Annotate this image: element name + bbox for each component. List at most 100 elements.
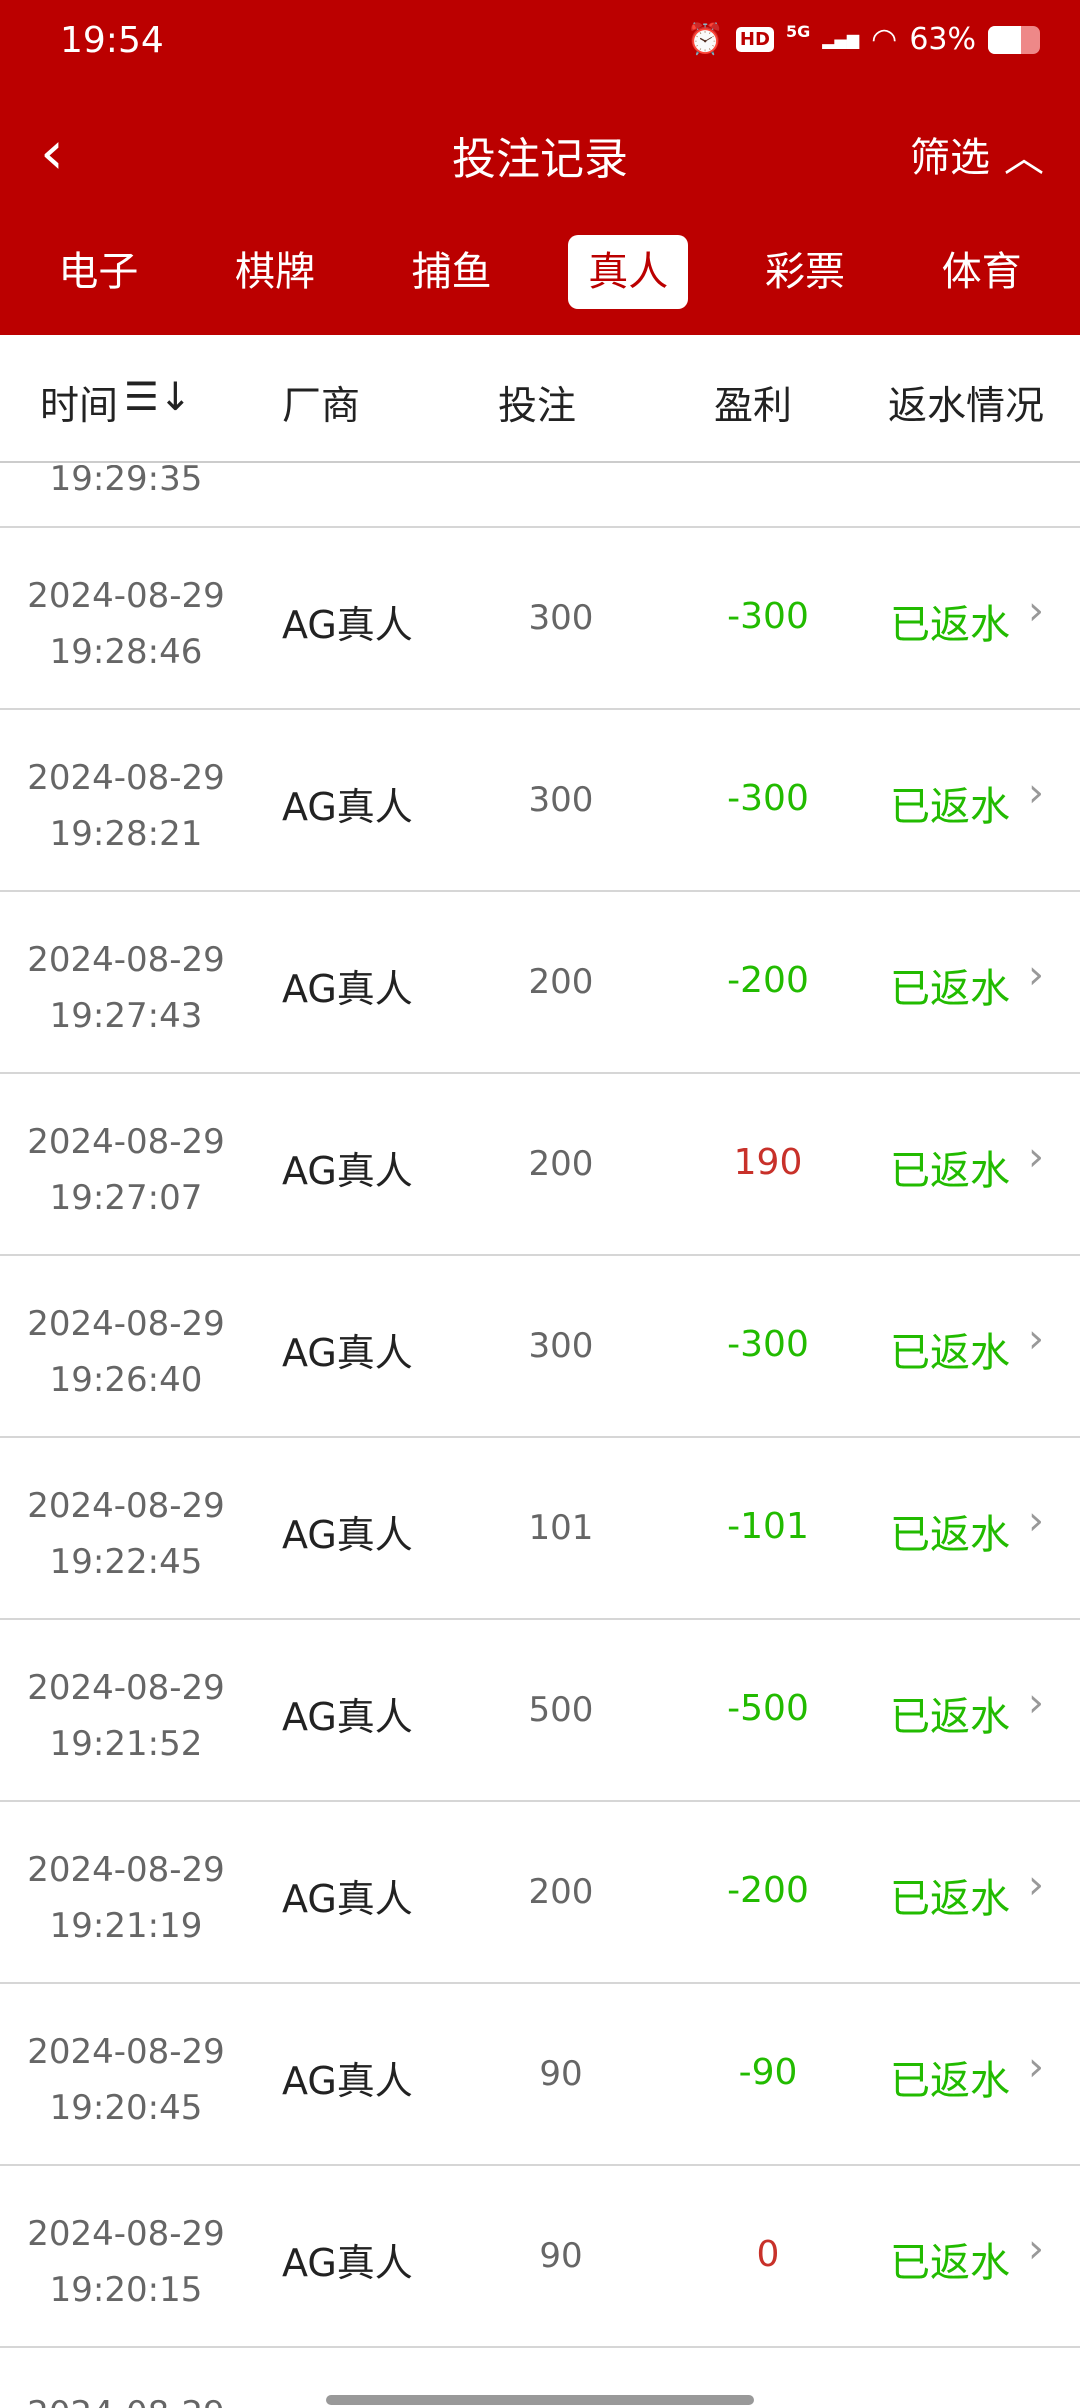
row-time: 19:21:52 [49,1724,203,1764]
row-bet: 200 [528,962,594,1002]
row-profit: -300 [727,596,809,637]
row-bet: 200 [528,1144,594,1184]
row-status[interactable]: 已返水 [890,1330,1010,1376]
row-time: 19:29:35 [49,465,203,499]
chevron-right-icon[interactable]: › [1028,1134,1044,1180]
sort-time-button[interactable]: 时间 ☰↓ [40,375,192,431]
chevron-right-icon[interactable]: › [1028,1498,1044,1544]
chevron-right-icon[interactable]: › [1028,1316,1044,1362]
chevron-right-icon[interactable]: › [1028,588,1044,634]
row-vendor: AG真人 [282,1331,413,1375]
table-row[interactable]: 2024-08-29 19:26:40 AG真人 300 -300 已返水 › [0,1256,1080,1438]
row-status[interactable]: 已返水 [890,2058,1010,2104]
row-date: 2024-08-29 [27,1668,225,1708]
filter-button[interactable]: 筛选 ︿ [910,125,1044,183]
tab-4[interactable]: 彩票 [764,249,845,295]
row-bet: 101 [528,1508,594,1548]
table-row[interactable]: 2024-08-29 19:20:15 AG真人 90 0 已返水 › [0,2166,1080,2348]
table-header: 时间 ☰↓ 厂商 投注 盈利 返水情况 [0,335,1080,463]
chevron-right-icon[interactable]: › [1028,2226,1044,2272]
row-date: 2024-08-29 [27,1850,225,1890]
network-label: 5G [785,22,811,41]
row-vendor: AG真人 [282,1513,413,1557]
row-time: 19:21:19 [49,1906,203,1946]
status-bar: 19:54 ⏰ HD 5G ▂▄▆ ◠ 63% [0,0,1080,90]
row-status[interactable]: 已返水 [890,1694,1010,1740]
row-profit: 190 [733,1142,803,1183]
row-vendor: AG真人 [282,1149,413,1193]
app-header: 19:54 ⏰ HD 5G ▂▄▆ ◠ 63% ‹ 投注记录 筛选 ︿ 电子 棋牌… [0,0,1080,335]
chevron-right-icon[interactable]: › [1028,1680,1044,1726]
row-datetime: 2024-08-29 19:28:21 [0,750,252,862]
row-status[interactable]: 已返水 [890,1876,1010,1922]
back-button[interactable]: ‹ [40,118,64,188]
signal-icon: ▂▄▆ [822,30,860,49]
row-date: 2024-08-29 [27,576,225,616]
row-datetime: 2024-08-29 19:27:07 [0,1114,252,1226]
table-row[interactable]: 2024-08-29 19:28:46 AG真人 300 -300 已返水 › [0,528,1080,710]
row-status[interactable]: 已返水 [890,966,1010,1012]
row-status[interactable]: 已返水 [890,2240,1010,2286]
column-profit: 盈利 [714,384,793,429]
row-status[interactable]: 已返水 [890,1148,1010,1194]
table-row[interactable]: 2024-08-29 19:27:43 AG真人 200 -200 已返水 › [0,892,1080,1074]
row-profit: -90 [738,2052,798,2093]
row-date: 2024-08-29 [27,1304,225,1344]
row-status[interactable]: 已返水 [890,602,1010,648]
row-bet: 90 [539,2236,583,2276]
row-time: 19:28:21 [49,814,203,854]
row-datetime: 2024-08-29 19:20:15 [0,2206,252,2318]
page-title: 投注记录 [452,134,628,185]
row-datetime: 2024-08-29 19:22:45 [0,1478,252,1590]
table-row[interactable]: 2024-08-29 19:21:52 AG真人 500 -500 已返水 › [0,1620,1080,1802]
row-date: 2024-08-29 [27,758,225,798]
row-date: 2024-08-29 [27,1122,225,1162]
row-vendor: AG真人 [282,2241,413,2285]
row-vendor: AG真人 [282,2059,413,2103]
tab-0[interactable]: 电子 [58,249,139,295]
row-datetime: 2024-08-29 19:20:45 [0,2024,252,2136]
chevron-right-icon[interactable]: › [1028,1862,1044,1908]
row-bet: 200 [528,1872,594,1912]
tab-3[interactable]: 真人 [568,235,689,309]
row-status[interactable]: 已返水 [890,1512,1010,1558]
table-row-partial: 19:29:35 [0,465,1080,528]
row-time: 19:28:46 [49,632,203,672]
tab-2[interactable]: 捕鱼 [411,249,492,295]
tab-1[interactable]: 棋牌 [234,249,315,295]
row-vendor: AG真人 [282,603,413,647]
row-status[interactable]: 已返水 [890,784,1010,830]
table-row[interactable]: 2024-08-29 19:28:21 AG真人 300 -300 已返水 › [0,710,1080,892]
home-indicator[interactable] [326,2395,754,2405]
row-date: 2024-08-29 [27,1486,225,1526]
row-datetime: 2024-08-29 19:26:40 [0,1296,252,1408]
chevron-right-icon[interactable]: › [1028,952,1044,998]
table-row-partial: 2024-08-29 [0,2350,1080,2408]
tab-5[interactable]: 体育 [941,249,1022,295]
row-vendor: AG真人 [282,785,413,829]
row-profit: -500 [727,1688,809,1729]
column-status: 返水情况 [888,384,1045,429]
category-tabs: 电子 棋牌 捕鱼 真人 彩票 体育 [0,235,1080,315]
row-time: 19:27:43 [49,996,203,1036]
row-time: 19:20:45 [49,2088,203,2128]
row-vendor: AG真人 [282,967,413,1011]
table-row[interactable]: 2024-08-29 19:27:07 AG真人 200 190 已返水 › [0,1074,1080,1256]
battery-percent: 63% [909,22,976,57]
row-time: 19:26:40 [49,1360,203,1400]
table-row[interactable]: 2024-08-29 19:21:19 AG真人 200 -200 已返水 › [0,1802,1080,1984]
row-datetime: 2024-08-29 19:21:19 [0,1842,252,1954]
row-vendor: AG真人 [282,1877,413,1921]
row-datetime: 2024-08-29 19:21:52 [0,1660,252,1772]
row-profit: -101 [727,1506,809,1547]
column-vendor: 厂商 [282,384,361,429]
table-row[interactable]: 2024-08-29 19:22:45 AG真人 101 -101 已返水 › [0,1438,1080,1620]
chevron-right-icon[interactable]: › [1028,2044,1044,2090]
chevron-right-icon[interactable]: › [1028,770,1044,816]
row-date: 2024-08-29 [27,940,225,980]
filter-label: 筛选 [910,135,990,181]
row-profit: 0 [756,2234,780,2275]
table-row[interactable]: 2024-08-29 19:20:45 AG真人 90 -90 已返水 › [0,1984,1080,2166]
row-date: 2024-08-29 [27,2214,225,2254]
sort-icon: ☰↓ [124,375,192,420]
